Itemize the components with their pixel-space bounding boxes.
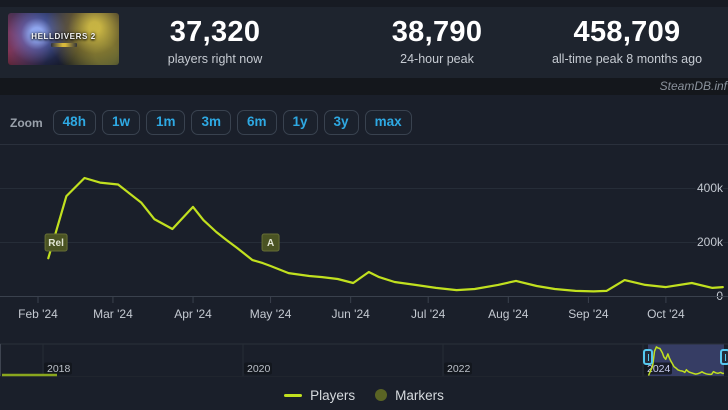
stat-label: players right now: [167, 52, 263, 66]
stat-value: 38,790: [391, 16, 483, 48]
stat-value: 37,320: [169, 16, 261, 48]
zoom-option-6m[interactable]: 6m: [236, 110, 277, 135]
event-marker-label: Rel: [48, 238, 64, 249]
stat-alltime-peak: 458,709 all-time peak 8 months ago: [517, 16, 728, 66]
chart-legend: Players Markers: [0, 385, 728, 405]
zoom-option-max[interactable]: max: [364, 110, 412, 135]
event-marker-A[interactable]: [261, 233, 280, 252]
navigator-right-handle[interactable]: [720, 349, 728, 365]
zoom-option-3m[interactable]: 3m: [191, 110, 231, 135]
x-axis-tick-label: Apr '24: [174, 307, 212, 321]
y-axis-tick-label: 400k: [697, 181, 724, 195]
x-axis-tick-label: Feb '24: [18, 307, 58, 321]
navigator-year-label: 2020: [247, 363, 271, 375]
x-axis-tick-label: May '24: [250, 307, 292, 321]
top-edge-strip: [0, 0, 728, 7]
zoom-option-48h[interactable]: 48h: [52, 110, 96, 135]
stat-label: all-time peak 8 months ago: [551, 52, 703, 66]
y-axis-tick-label: 200k: [697, 235, 724, 249]
steamdb-watermark: SteamDB.inf: [0, 78, 728, 95]
zoom-option-3y[interactable]: 3y: [323, 110, 359, 135]
x-axis-tick-label: Mar '24: [93, 307, 133, 321]
event-marker-label: A: [267, 238, 274, 249]
legend-label: Markers: [395, 387, 444, 403]
x-axis-tick-label: Sep '24: [568, 307, 609, 321]
event-marker-Rel[interactable]: [44, 233, 68, 252]
legend-item-players[interactable]: Players: [284, 388, 355, 403]
legend-item-markers[interactable]: Markers: [375, 388, 444, 403]
navigator-series-line: [647, 346, 725, 376]
markers-dot-swatch: [375, 389, 388, 401]
zoom-option-1m[interactable]: 1m: [145, 110, 186, 135]
game-banner-emblem: [50, 42, 77, 47]
stats-header: HELLDIVERS 2 37,320 players right now 38…: [0, 0, 728, 78]
x-axis-tick-label: Jul '24: [411, 307, 446, 321]
navigator-year-chip: [44, 362, 72, 375]
navigator-year-chip: [244, 362, 272, 375]
legend-label: Players: [310, 387, 356, 403]
navigator-year-chip: [444, 362, 472, 375]
navigator-year-label: 2022: [447, 363, 471, 375]
navigator-left-handle[interactable]: [643, 349, 653, 365]
x-axis-tick-label: Jun '24: [331, 307, 370, 321]
stat-players-now: 37,320 players right now: [115, 16, 315, 66]
x-axis-tick-label: Oct '24: [647, 307, 685, 321]
navigator-year-label: 2018: [47, 363, 71, 375]
stat-value: 458,709: [573, 16, 681, 48]
zoom-label: Zoom: [10, 115, 43, 130]
zoom-controls: Zoom 48h 1w 1m 3m 6m 1y 3y max: [10, 109, 412, 136]
x-axis-tick-label: Aug '24: [488, 307, 529, 321]
game-banner[interactable]: HELLDIVERS 2: [8, 13, 119, 65]
stat-24h-peak: 38,790 24-hour peak: [337, 16, 537, 66]
game-banner-title: HELLDIVERS 2: [31, 31, 96, 41]
players-series-line: [47, 176, 724, 293]
zoom-option-1y[interactable]: 1y: [282, 110, 318, 135]
zoom-option-1w[interactable]: 1w: [101, 110, 140, 135]
chart-top-divider: [0, 144, 728, 145]
players-line-swatch: [284, 393, 303, 397]
stat-label: 24-hour peak: [400, 52, 474, 66]
